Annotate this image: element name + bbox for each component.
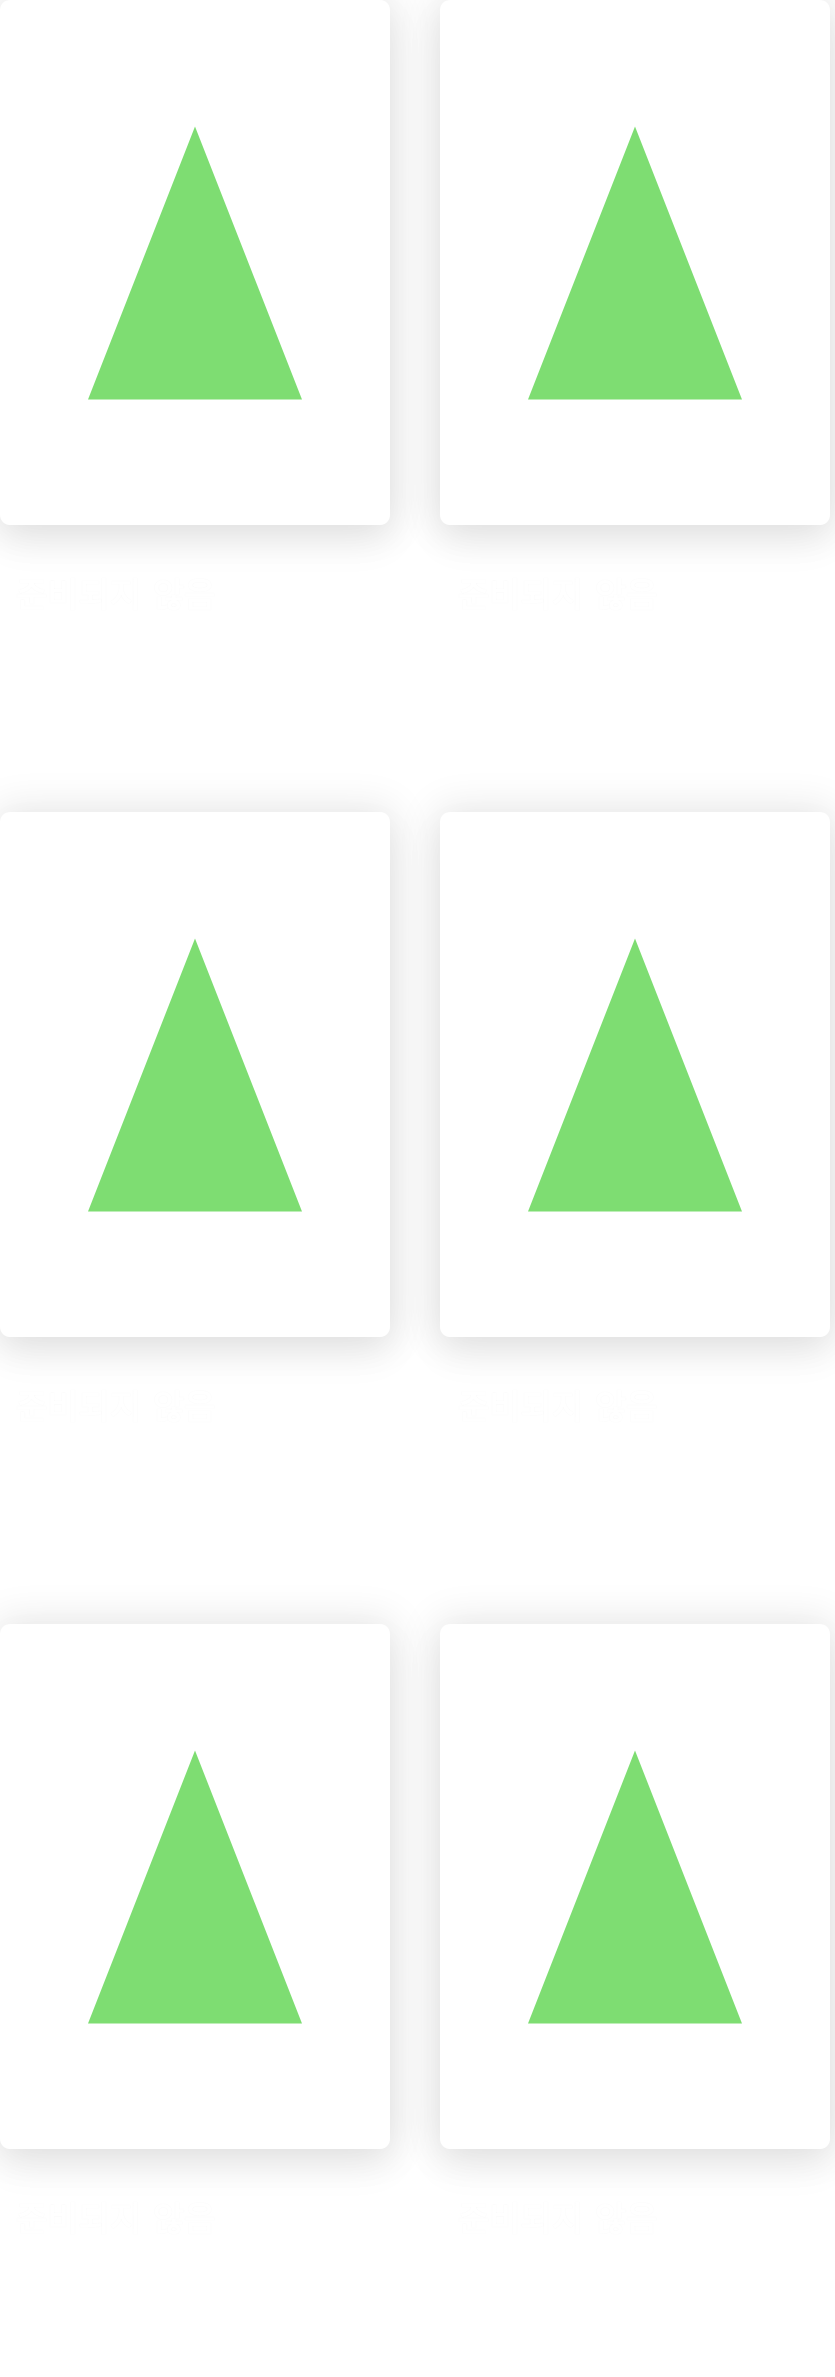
triangle-icon xyxy=(528,1750,742,2023)
product-card[interactable] xyxy=(440,812,830,1337)
product-card[interactable] xyxy=(0,812,390,1337)
product-card[interactable] xyxy=(440,0,830,525)
triangle-icon xyxy=(528,938,742,1211)
product-caption: 준비되지 않음 xyxy=(16,1388,216,1428)
product-caption: 준비되지 않음 xyxy=(16,2200,216,2240)
product-caption: 준비되지 않음 xyxy=(458,1388,658,1428)
product-caption: 준비되지 않음 xyxy=(458,2200,658,2240)
product-card[interactable] xyxy=(0,1624,390,2149)
triangle-icon xyxy=(88,938,302,1211)
product-caption: 준비되지 않음 xyxy=(16,576,216,616)
triangle-icon xyxy=(528,126,742,399)
product-card[interactable] xyxy=(440,1624,830,2149)
triangle-icon xyxy=(88,1750,302,2023)
product-card[interactable] xyxy=(0,0,390,525)
product-caption: 준비되지 않음 xyxy=(458,576,658,616)
triangle-icon xyxy=(88,126,302,399)
